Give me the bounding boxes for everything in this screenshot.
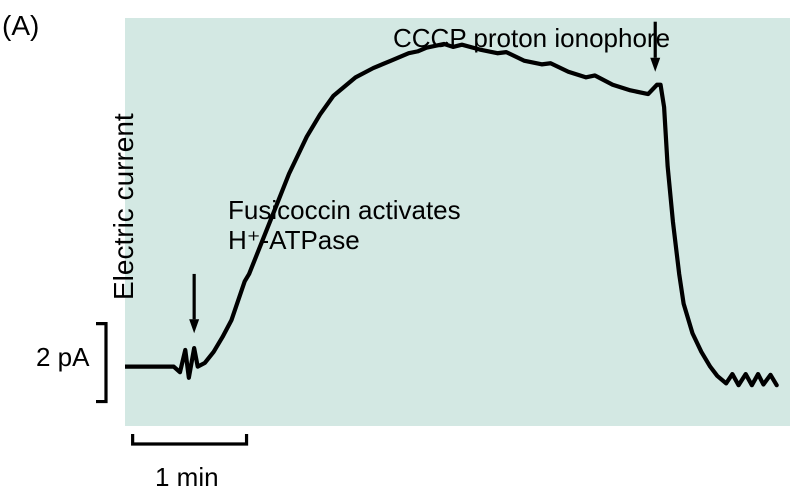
y-scale-bracket [96,322,111,403]
plot-area: CCCP proton ionophore Fusicoccin activat… [125,18,790,426]
figure-root: (A) CCCP proton ionophore Fusicoccin act… [0,0,807,504]
x-scale-bracket [131,434,248,449]
annotation-cccp: CCCP proton ionophore [393,24,670,54]
annotation-fusicoccin: Fusicoccin activates H⁺-ATPase [228,196,461,256]
y-axis-label: Electric current [108,113,140,300]
x-scale-label: 1 min [155,462,219,493]
y-scale-label: 2 pA [36,342,90,373]
panel-label: (A) [2,10,39,42]
fusicoccin-arrow [189,274,199,333]
